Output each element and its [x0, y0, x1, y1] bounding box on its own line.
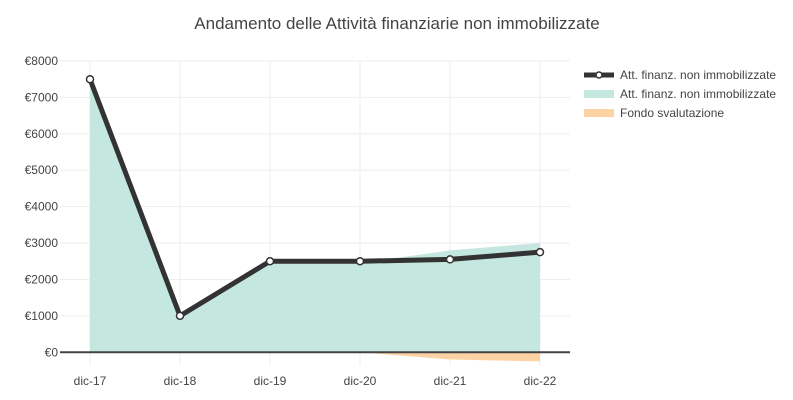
data-point — [85, 74, 95, 84]
x-tick-label: dic-21 — [434, 374, 467, 388]
data-point — [535, 247, 545, 257]
series-line — [87, 78, 541, 319]
legend-label: Fondo svalutazione — [620, 106, 724, 120]
legend-item: Fondo svalutazione — [584, 106, 724, 120]
y-tick-label: €2000 — [25, 272, 59, 286]
y-tick-label: €4000 — [25, 200, 59, 214]
chart-title: Andamento delle Attività finanziarie non… — [194, 14, 599, 33]
y-tick-label: €0 — [45, 345, 59, 359]
area-layer — [90, 79, 540, 362]
legend-label: Att. finanz. non immobilizzate — [620, 68, 776, 82]
x-tick-label: dic-20 — [344, 374, 377, 388]
area-att-finanz-non-immobilizzate — [90, 79, 540, 353]
data-point — [265, 256, 275, 266]
y-axis-ticks: €0 €1000 €2000 €3000 €4000 €5000 €6000 €7000 €80… — [25, 54, 59, 359]
x-axis-ticks: dic-17 dic-18 dic-19 dic-20 dic-21 dic-22 — [74, 374, 557, 388]
y-tick-label: €1000 — [25, 309, 59, 323]
y-tick-label: €5000 — [25, 163, 59, 177]
line-layer — [85, 74, 545, 321]
y-tick-label: €3000 — [25, 236, 59, 250]
legend-swatch — [584, 109, 614, 117]
x-tick-label: dic-22 — [524, 374, 557, 388]
x-tick-label: dic-19 — [254, 374, 287, 388]
y-tick-label: €8000 — [25, 54, 59, 68]
data-point — [445, 255, 455, 264]
data-point — [355, 256, 365, 266]
x-tick-label: dic-17 — [74, 374, 107, 388]
legend-marker — [595, 71, 603, 79]
legend-swatch — [584, 90, 614, 98]
data-point — [175, 311, 185, 321]
legend-item: Att. finanz. non immobilizzate — [584, 87, 776, 101]
y-tick-label: €6000 — [25, 127, 59, 141]
y-tick-label: €7000 — [25, 90, 59, 104]
area-fondo-svalutazione — [90, 352, 540, 362]
legend: Att. finanz. non immobilizzate Att. finan… — [584, 68, 776, 120]
legend-label: Att. finanz. non immobilizzate — [620, 87, 776, 101]
legend-item: Att. finanz. non immobilizzate — [584, 68, 776, 82]
x-tick-label: dic-18 — [164, 374, 197, 388]
